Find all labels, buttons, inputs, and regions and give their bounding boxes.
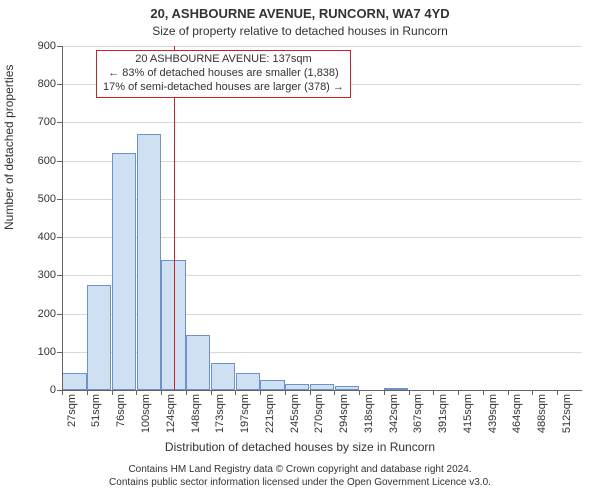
- histogram-bar: [236, 373, 260, 390]
- histogram-bar: [260, 380, 284, 390]
- y-tick-label: 100: [24, 346, 56, 358]
- y-tick-label: 200: [24, 308, 56, 320]
- y-tick-label: 700: [24, 116, 56, 128]
- x-tick-label: 76sqm: [115, 394, 127, 427]
- histogram-bar: [137, 134, 161, 390]
- y-tick-label: 0: [24, 384, 56, 396]
- y-tick-label: 800: [24, 78, 56, 90]
- y-axis-line: [62, 46, 63, 390]
- x-tick-label: 197sqm: [239, 394, 251, 433]
- histogram-bar: [112, 153, 136, 390]
- histogram-bar: [211, 363, 235, 390]
- x-axis-line: [62, 390, 582, 391]
- x-tick-label: 27sqm: [66, 394, 78, 427]
- credit-text: Contains HM Land Registry data © Crown c…: [0, 464, 600, 489]
- y-tick-label: 600: [24, 155, 56, 167]
- x-tick-label: 318sqm: [363, 394, 375, 433]
- x-tick-label: 124sqm: [165, 394, 177, 433]
- y-tick-label: 900: [24, 40, 56, 52]
- x-tick-label: 221sqm: [264, 394, 276, 433]
- x-tick-label: 148sqm: [190, 394, 202, 433]
- y-tick-label: 400: [24, 231, 56, 243]
- annotation-box: 20 ASHBOURNE AVENUE: 137sqm ← 83% of deta…: [96, 50, 351, 98]
- credit-line-1: Contains HM Land Registry data © Crown c…: [128, 464, 471, 475]
- x-tick-label: 342sqm: [388, 394, 400, 433]
- annotation-line-2: ← 83% of detached houses are smaller (1,…: [108, 67, 339, 79]
- histogram-bar: [87, 285, 111, 390]
- x-tick-label: 439sqm: [487, 394, 499, 433]
- x-tick-label: 173sqm: [214, 394, 226, 433]
- x-tick-label: 512sqm: [561, 394, 573, 433]
- x-tick-label: 294sqm: [338, 394, 350, 433]
- histogram-bar: [62, 373, 86, 390]
- x-tick-label: 488sqm: [536, 394, 548, 433]
- plot-area: 010020030040050060070080090027sqm51sqm76…: [62, 46, 582, 390]
- chart-title: 20, ASHBOURNE AVENUE, RUNCORN, WA7 4YD: [0, 6, 600, 21]
- x-tick-label: 270sqm: [313, 394, 325, 433]
- histogram-bar: [186, 335, 210, 390]
- chart-root: { "title_line1": "20, ASHBOURNE AVENUE, …: [0, 0, 600, 500]
- x-tick-label: 51sqm: [90, 394, 102, 427]
- credit-line-2: Contains public sector information licen…: [109, 477, 491, 488]
- annotation-line-1: 20 ASHBOURNE AVENUE: 137sqm: [135, 53, 311, 65]
- x-tick-label: 367sqm: [412, 394, 424, 433]
- chart-subtitle: Size of property relative to detached ho…: [0, 24, 600, 38]
- y-axis-label: Number of detached properties: [2, 65, 16, 230]
- x-tick-label: 245sqm: [289, 394, 301, 433]
- gridline: [62, 46, 582, 47]
- annotation-line-3: 17% of semi-detached houses are larger (…: [103, 81, 344, 93]
- y-tick-label: 500: [24, 193, 56, 205]
- gridline: [62, 122, 582, 123]
- x-tick-label: 415sqm: [462, 394, 474, 433]
- x-tick-label: 391sqm: [437, 394, 449, 433]
- x-tick-label: 464sqm: [511, 394, 523, 433]
- y-tick-label: 300: [24, 269, 56, 281]
- x-tick-label: 100sqm: [140, 394, 152, 433]
- x-axis-label: Distribution of detached houses by size …: [0, 440, 600, 454]
